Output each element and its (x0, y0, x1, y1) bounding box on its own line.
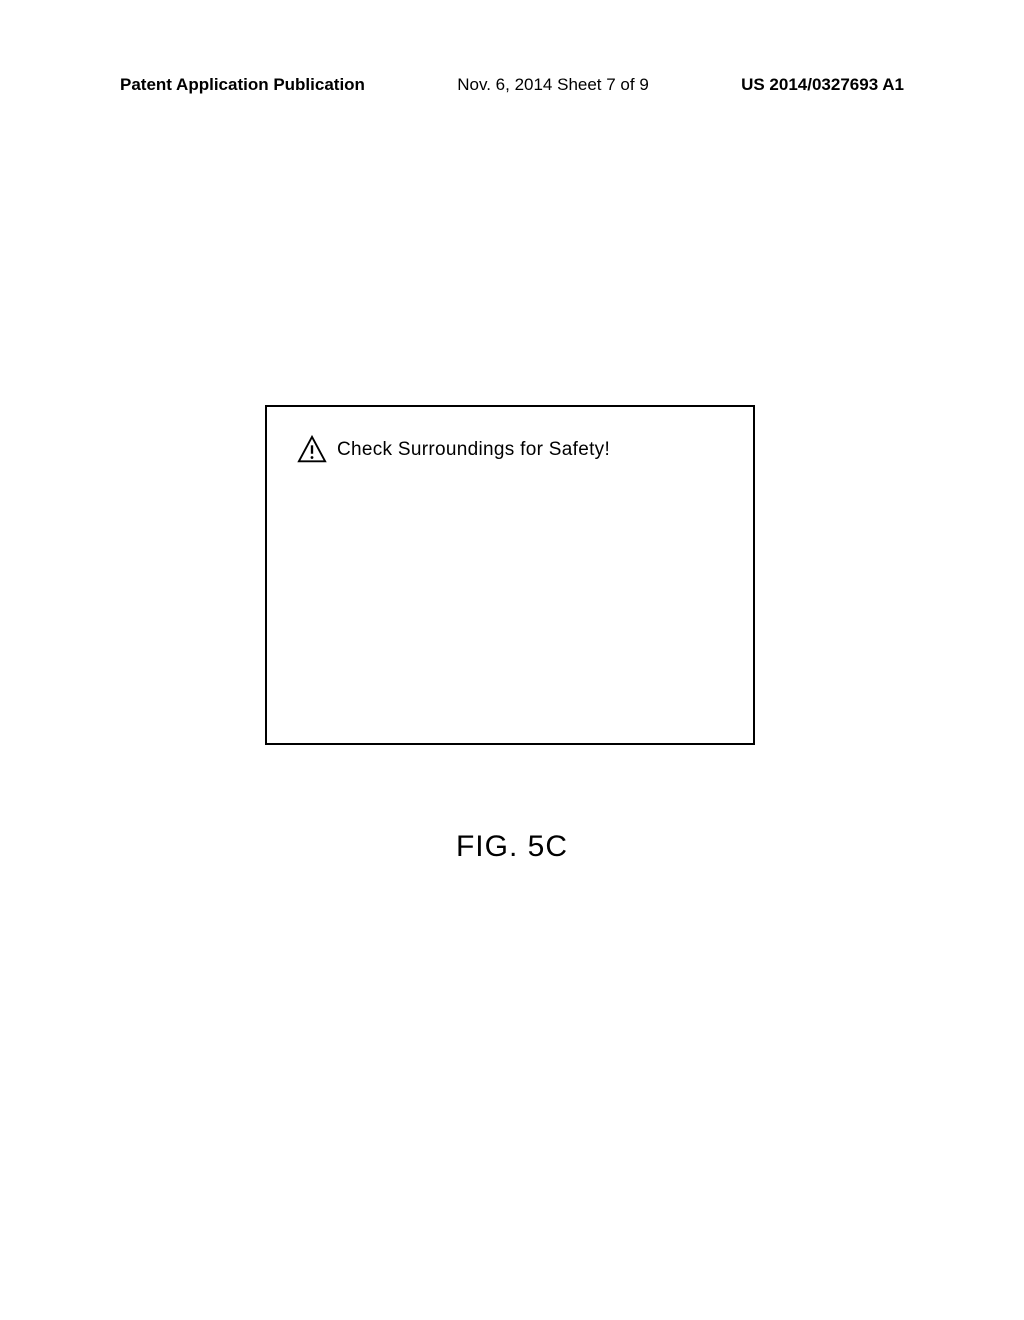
warning-message: Check Surroundings for Safety! (337, 439, 610, 461)
header-sheet-info: Nov. 6, 2014 Sheet 7 of 9 (457, 75, 649, 95)
figure-display-box: Check Surroundings for Safety! (265, 405, 755, 745)
page-header: Patent Application Publication Nov. 6, 2… (0, 75, 1024, 95)
header-patent-number: US 2014/0327693 A1 (741, 75, 904, 95)
header-publication-label: Patent Application Publication (120, 75, 365, 95)
figure-number-label: FIG. 5C (0, 830, 1024, 864)
warning-row: Check Surroundings for Safety! (297, 435, 610, 465)
warning-triangle-icon (297, 435, 327, 465)
